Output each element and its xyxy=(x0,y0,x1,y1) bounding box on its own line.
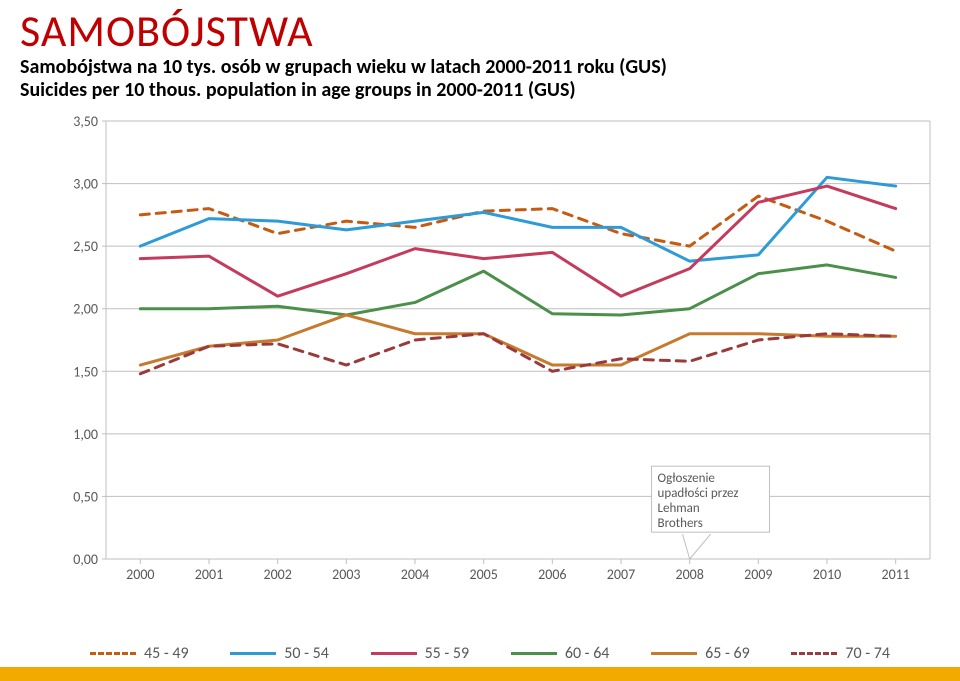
svg-text:2005: 2005 xyxy=(469,566,497,583)
svg-text:2007: 2007 xyxy=(607,566,635,583)
svg-text:1,50: 1,50 xyxy=(73,363,98,380)
page-title: SAMOBÓJSTWA xyxy=(20,4,314,58)
subtitle-line-2: Suicides per 10 thous. population in age… xyxy=(20,79,667,102)
svg-text:2004: 2004 xyxy=(401,566,429,583)
svg-text:2001: 2001 xyxy=(195,566,223,583)
subtitle-line-1: Samobójstwa na 10 tys. osób w grupach wi… xyxy=(20,56,667,79)
legend-swatch xyxy=(90,652,136,655)
legend-swatch xyxy=(791,652,837,655)
legend-item: 45 - 49 xyxy=(90,644,189,663)
svg-text:Brothers: Brothers xyxy=(658,516,703,531)
svg-text:2011: 2011 xyxy=(881,566,909,583)
svg-text:2009: 2009 xyxy=(744,566,772,583)
svg-text:2,00: 2,00 xyxy=(73,301,98,318)
svg-text:0,00: 0,00 xyxy=(73,551,98,568)
legend-item: 55 - 59 xyxy=(371,644,470,663)
svg-text:3,50: 3,50 xyxy=(73,115,98,130)
legend: 45 - 49 50 - 54 55 - 59 60 - 64 65 - 69 70 - … xyxy=(90,638,890,668)
svg-text:3,00: 3,00 xyxy=(73,176,98,193)
svg-text:2006: 2006 xyxy=(538,566,566,583)
legend-label: 45 - 49 xyxy=(144,644,189,663)
svg-text:Lehman: Lehman xyxy=(658,501,700,516)
legend-label: 65 - 69 xyxy=(705,644,750,663)
accent-band xyxy=(0,667,960,681)
legend-label: 60 - 64 xyxy=(565,644,610,663)
legend-label: 70 - 74 xyxy=(845,644,890,663)
legend-item: 70 - 74 xyxy=(791,644,890,663)
svg-text:2,50: 2,50 xyxy=(73,238,98,255)
subtitle: Samobójstwa na 10 tys. osób w grupach wi… xyxy=(20,56,667,102)
line-chart: 0,00 0,50 1,00 1,50 2,00 2,50 3,00 3,50 2000 2001… xyxy=(58,115,940,585)
legend-item: 50 - 54 xyxy=(230,644,329,663)
chart-svg: 0,00 0,50 1,00 1,50 2,00 2,50 3,00 3,50 2000 2001… xyxy=(58,115,940,585)
svg-text:Ogłoszenie: Ogłoszenie xyxy=(658,471,715,486)
svg-text:1,00: 1,00 xyxy=(73,426,98,443)
svg-text:upadłości przez: upadłości przez xyxy=(658,486,739,501)
legend-item: 60 - 64 xyxy=(511,644,610,663)
svg-text:2010: 2010 xyxy=(813,566,841,583)
legend-swatch xyxy=(371,652,417,655)
svg-text:2000: 2000 xyxy=(126,566,154,583)
svg-text:2008: 2008 xyxy=(675,566,703,583)
svg-text:0,50: 0,50 xyxy=(73,488,98,505)
legend-item: 65 - 69 xyxy=(651,644,750,663)
legend-label: 50 - 54 xyxy=(284,644,329,663)
svg-text:2002: 2002 xyxy=(263,566,291,583)
legend-swatch xyxy=(230,652,276,655)
legend-label: 55 - 59 xyxy=(425,644,470,663)
svg-text:2003: 2003 xyxy=(332,566,360,583)
legend-swatch xyxy=(651,652,697,655)
legend-swatch xyxy=(511,652,557,655)
